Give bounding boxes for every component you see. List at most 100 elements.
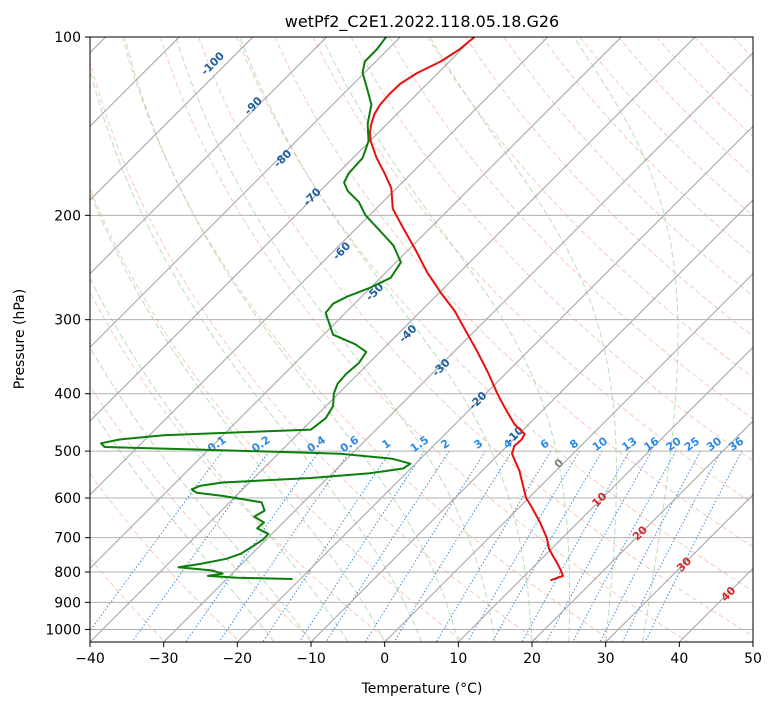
x-tick-label: −40	[75, 651, 105, 667]
x-tick-label: −10	[296, 651, 326, 667]
mixing-ratio-line	[435, 450, 552, 642]
isotherm-label: 10	[589, 490, 609, 510]
moist-adiabat	[239, 37, 533, 642]
mixing-ratio-label: 1	[379, 437, 393, 452]
isotherm	[457, 346, 753, 642]
isotherm-label: -70	[301, 185, 324, 208]
isotherm-label: -40	[396, 322, 419, 345]
dry-adiabat	[312, 37, 753, 505]
moist-adiabat	[573, 37, 679, 642]
isotherm	[163, 51, 753, 642]
isotherm	[384, 272, 753, 642]
plot-frame	[89, 36, 754, 643]
moist-adiabat	[429, 37, 617, 642]
y-tick-label: 100	[54, 30, 81, 46]
y-tick-label: 900	[54, 595, 81, 611]
temperature-line	[368, 37, 564, 582]
isotherm	[310, 199, 753, 642]
gridlines	[90, 37, 753, 642]
isotherm-label: -90	[242, 94, 265, 117]
mixing-ratio-label: 6	[538, 437, 552, 452]
dry-adiabat	[350, 37, 753, 462]
y-tick-label: 300	[54, 313, 81, 329]
dry-adiabat	[426, 37, 753, 378]
background-lines	[90, 37, 775, 642]
moist-adiabat	[124, 37, 459, 642]
isotherm-label: 40	[718, 584, 738, 604]
moist-adiabat	[90, 67, 422, 642]
y-axis: 100 200 300 400 500 600 700 800 900 1000	[45, 30, 90, 638]
moist-adiabat	[175, 37, 496, 642]
y-tick-label: 800	[54, 565, 81, 581]
dry-adiabat	[236, 37, 753, 592]
isotherm	[90, 37, 254, 201]
mixing-ratio-line	[572, 450, 677, 642]
mixing-ratio-line	[218, 450, 351, 642]
mixing-ratio-label: 8	[567, 437, 581, 452]
x-tick-label: 30	[597, 651, 615, 667]
isotherm	[90, 37, 622, 570]
mixing-ratio-line	[364, 450, 486, 642]
isotherm	[90, 37, 475, 422]
isotherm-label: -50	[363, 280, 386, 303]
moist-adiabat	[90, 277, 349, 642]
x-tick-label: 20	[523, 651, 541, 667]
moist-adiabat	[90, 190, 386, 642]
mixing-ratio-label: 0.6	[338, 433, 362, 455]
dry-adiabat	[694, 37, 753, 98]
dry-adiabat	[90, 472, 241, 642]
mixing-ratio-line	[325, 450, 450, 642]
isotherm	[752, 641, 753, 642]
line-labels: -100-90-80-70-60-50-40-30-20-10010203040…	[198, 49, 746, 604]
mixing-ratio-line	[621, 450, 722, 642]
dry-adiabat	[541, 37, 753, 257]
isotherm-label: -80	[271, 147, 294, 170]
y-tick-label: 400	[54, 387, 81, 403]
x-tick-label: 50	[744, 651, 762, 667]
dry-adiabat	[465, 37, 753, 338]
isotherm	[90, 37, 696, 642]
isotherm-label: -100	[198, 49, 227, 78]
mixing-ratio-line	[185, 450, 320, 642]
mixing-ratio-line	[521, 450, 630, 642]
isotherm-label: 0	[552, 456, 567, 471]
moist-adiabat	[90, 405, 275, 642]
y-tick-label: 200	[54, 208, 81, 224]
dry-adiabat	[90, 59, 540, 642]
dry-adiabat	[656, 37, 753, 138]
isotherm	[90, 37, 328, 275]
x-tick-label: 0	[380, 651, 389, 667]
x-tick-label: 40	[670, 651, 688, 667]
mixing-ratio-label: 0.1	[205, 433, 228, 455]
profile-series	[100, 37, 564, 582]
mixing-ratio-line	[545, 450, 653, 642]
x-tick-label: −30	[149, 651, 179, 667]
dry-adiabat	[388, 37, 753, 420]
mixing-ratio-line	[467, 450, 580, 642]
dry-adiabat	[503, 37, 753, 297]
dry-adiabat	[771, 37, 775, 642]
dry-adiabat	[121, 37, 614, 642]
isotherm	[678, 567, 753, 642]
y-tick-label: 600	[54, 491, 81, 507]
x-tick-label: −20	[223, 651, 253, 667]
x-axis-label: Temperature (°C)	[361, 681, 483, 697]
isotherm	[236, 125, 753, 642]
y-axis-label: Pressure (hPa)	[12, 289, 28, 389]
dry-adiabat	[90, 186, 465, 642]
y-tick-label: 700	[54, 531, 81, 547]
moist-adiabat	[321, 37, 571, 642]
isotherm-label: -60	[330, 239, 353, 262]
mixing-ratio-line	[90, 450, 223, 632]
dry-adiabat	[159, 37, 689, 642]
mixing-ratio-line	[599, 450, 701, 642]
y-tick-label: 500	[54, 444, 81, 460]
isotherm	[605, 493, 753, 642]
isotherm	[90, 37, 549, 496]
dewpoint-line	[100, 37, 412, 580]
x-tick-label: 10	[449, 651, 467, 667]
isotherm	[90, 37, 401, 349]
dry-adiabat	[274, 37, 753, 548]
mixing-ratio-line	[298, 450, 425, 642]
isotherm	[531, 420, 753, 642]
